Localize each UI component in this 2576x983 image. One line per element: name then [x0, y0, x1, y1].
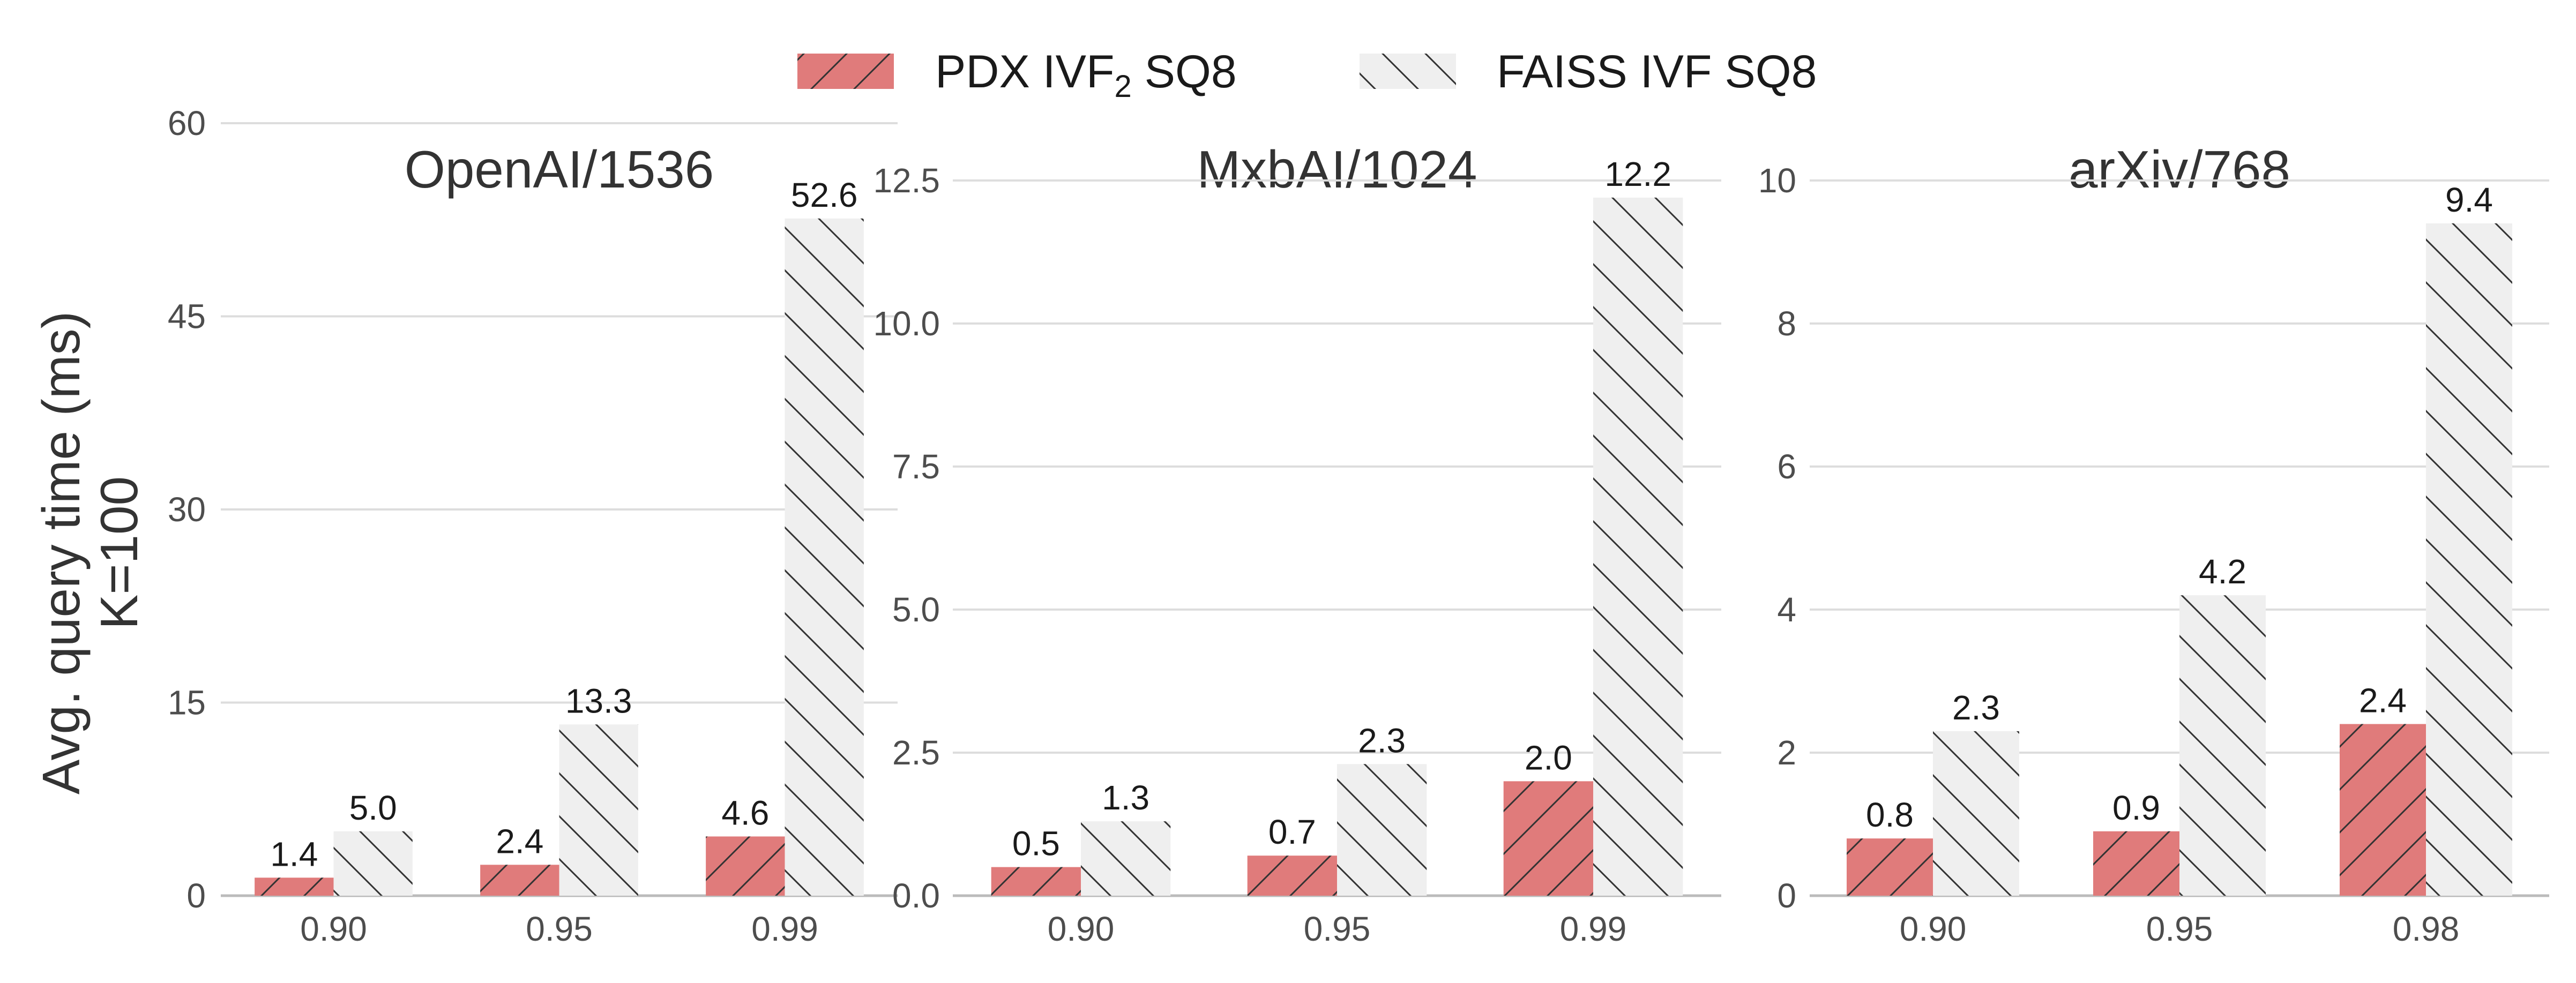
- x-tick-label: 0.90: [1900, 910, 1967, 948]
- legend-label-pdx-main: PDX IVF: [935, 46, 1115, 97]
- y-tick-label: 6: [1777, 447, 1796, 486]
- y-tick-label: 45: [168, 297, 206, 336]
- bar-value-label: 12.2: [1604, 155, 1671, 193]
- y-tick-label: 2.5: [892, 733, 940, 772]
- bar-value-label: 2.0: [1525, 738, 1572, 777]
- bar-value-label: 0.5: [1012, 824, 1060, 863]
- panel-openai-1536: OpenAI/1536 0 15 30 45 60 1.4 5.0 0.90 2.4 13.3 0.9…: [168, 104, 898, 948]
- x-tick-label: 0.95: [1304, 910, 1371, 948]
- bar-hatch-faiss: [559, 724, 638, 896]
- x-tick-label: 0.95: [2146, 910, 2213, 948]
- x-tick-label: 0.98: [2393, 910, 2460, 948]
- bar-value-label: 2.4: [2359, 681, 2407, 720]
- legend-label-pdx-tail: SQ8: [1132, 46, 1237, 97]
- y-tick-label: 30: [168, 490, 206, 529]
- bar-value-label: 2.3: [1358, 721, 1406, 760]
- bar-value-label: 2.4: [496, 822, 543, 860]
- y-tick-label: 0: [1777, 876, 1796, 915]
- bar-hatch-pdx: [1503, 781, 1593, 896]
- y-tick-label: 10.0: [873, 304, 940, 343]
- bar-value-label: 9.4: [2445, 181, 2493, 219]
- y-axis-label: Avg. query time (ms) K=100: [32, 311, 148, 794]
- y-tick-label: 60: [168, 104, 206, 142]
- bar-hatch-faiss: [1593, 197, 1683, 896]
- y-axis-label-line-1: Avg. query time (ms): [32, 311, 91, 794]
- legend: PDX IVF2 SQ8 FAISS IVF SQ8: [797, 46, 1817, 104]
- bar-hatch-faiss: [1933, 731, 2019, 896]
- bar-value-label: 1.4: [270, 835, 318, 873]
- bar-value-label: 5.0: [349, 789, 397, 827]
- y-tick-label: 5.0: [892, 590, 940, 629]
- bar-hatch-faiss: [1081, 821, 1171, 896]
- panel-arxiv-768: arXiv/768 0 2 4 6 8 10 0.8 2.3 0.90 0.9 4.2 0.95 2.4 9…: [1758, 140, 2549, 948]
- y-tick-label: 8: [1777, 304, 1796, 343]
- bar-hatch-faiss: [333, 831, 413, 896]
- bar-value-label: 2.3: [1952, 688, 2000, 727]
- panel-title: arXiv/768: [2069, 140, 2290, 199]
- bar-hatch-pdx: [480, 865, 559, 896]
- y-tick-label: 4: [1777, 590, 1796, 629]
- bar-hatch-pdx: [1847, 838, 1933, 896]
- bar-hatch-pdx: [991, 867, 1081, 896]
- bar-hatch-faiss: [2426, 223, 2512, 896]
- y-tick-label: 10: [1758, 161, 1796, 200]
- y-tick-label: 12.5: [873, 161, 940, 200]
- legend-label-faiss-main: FAISS IVF SQ8: [1497, 46, 1817, 97]
- bar-hatch-pdx: [2093, 831, 2179, 896]
- bar-value-label: 4.2: [2199, 552, 2246, 591]
- bar-value-label: 0.8: [1866, 796, 1914, 834]
- y-tick-label: 0.0: [892, 876, 940, 915]
- panel-title: OpenAI/1536: [405, 140, 714, 199]
- bar-hatch-faiss: [785, 218, 864, 896]
- panel-title: MxbAI/1024: [1197, 140, 1477, 199]
- legend-swatch-pdx-hatch: [797, 54, 894, 89]
- y-tick-label: 7.5: [892, 447, 940, 486]
- bar-value-label: 52.6: [791, 176, 858, 214]
- legend-label-pdx: PDX IVF2 SQ8: [935, 46, 1237, 104]
- legend-label-faiss: FAISS IVF SQ8: [1497, 46, 1817, 97]
- y-tick-label: 0: [186, 876, 206, 915]
- x-tick-label: 0.90: [1048, 910, 1115, 948]
- x-tick-label: 0.90: [300, 910, 367, 948]
- bar-hatch-pdx: [706, 836, 785, 896]
- x-tick-label: 0.95: [526, 910, 593, 948]
- bar-hatch-faiss: [1337, 764, 1427, 896]
- bar-hatch-faiss: [2179, 595, 2266, 896]
- y-tick-label: 15: [168, 684, 206, 722]
- bar-value-label: 0.9: [2112, 789, 2160, 827]
- y-tick-label: 2: [1777, 733, 1796, 772]
- y-axis-label-line-2: K=100: [89, 476, 148, 629]
- bar-hatch-pdx: [255, 877, 334, 896]
- bar-hatch-pdx: [1247, 856, 1337, 896]
- bar-value-label: 4.6: [721, 793, 769, 832]
- x-tick-label: 0.99: [751, 910, 818, 948]
- bar-value-label: 1.3: [1102, 778, 1149, 817]
- legend-swatch-faiss-hatch: [1360, 54, 1456, 89]
- x-tick-label: 0.99: [1560, 910, 1627, 948]
- bar-value-label: 0.7: [1268, 813, 1316, 851]
- bar-hatch-pdx: [2340, 724, 2426, 896]
- legend-label-pdx-subscript: 2: [1115, 69, 1132, 104]
- bar-value-label: 13.3: [565, 681, 632, 720]
- panel-mxbai-1024: MxbAI/1024 0.0 2.5 5.0 7.5 10.0 12.5 0.5 1.3 0.90…: [873, 140, 1721, 948]
